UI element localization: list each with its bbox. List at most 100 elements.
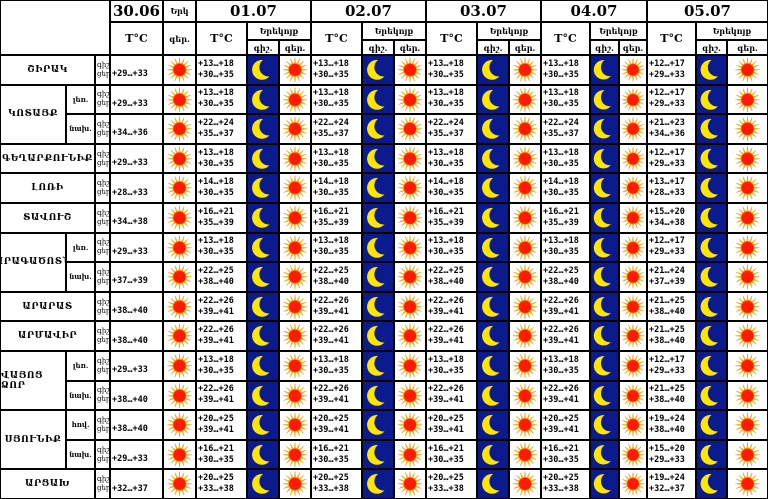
night-day-label: գիշ.ցեր. [95, 291, 110, 322]
crescent-moon-icon [362, 351, 394, 381]
crescent-moon-icon [362, 84, 394, 115]
night-temperature: +16…+21 [198, 443, 234, 454]
day-header: գեր. [394, 40, 426, 55]
day-label: ցեր. [97, 188, 110, 197]
sun-icon [619, 262, 647, 292]
night-temperature: +12…+17 [649, 236, 685, 247]
day-header: գեր. [279, 40, 311, 55]
temperature-cell: +22…+24 +35…+37 [196, 114, 247, 144]
crescent-moon-icon [477, 55, 509, 85]
night-temperature: +22…+25 [313, 265, 349, 276]
night-temperature: +13…+18 [428, 88, 464, 99]
temp-header: T°C [110, 22, 163, 55]
day-temperature: +34…+38 [112, 217, 148, 228]
crescent-moon-icon [696, 321, 727, 351]
temperature-cell: +16…+21 +35…+39 [426, 203, 477, 233]
sun-icon [509, 55, 541, 85]
crescent-moon-icon [696, 351, 727, 381]
temperature-cell: +13…+18 +30…+35 [196, 84, 247, 115]
crescent-moon-icon [696, 439, 727, 470]
sun-icon [163, 321, 196, 351]
temperature-cell: +34…+38 [110, 203, 163, 233]
day-temperature: +39…+41 [428, 306, 464, 317]
temperature-cell: +21…+23 +34…+36 [647, 114, 696, 144]
sun-icon [727, 291, 768, 322]
day-label: ցեր. [97, 454, 110, 463]
night-temperature: +22…+26 [198, 295, 234, 306]
region-name: ԳԵՂԱՐՔՈՒՆԻՔ [0, 143, 95, 174]
day-label: ցեր. [97, 276, 110, 285]
sun-icon [509, 203, 541, 233]
night-temperature: +20…+25 [543, 473, 579, 484]
temperature-cell: +13…+17 +28…+33 [647, 173, 696, 203]
temp-header: T°C [647, 22, 696, 55]
night-temperature: +22…+26 [543, 295, 579, 306]
crescent-moon-icon [247, 203, 279, 233]
crescent-moon-icon [362, 262, 394, 292]
day-temperature: +33…+38 [543, 484, 579, 495]
night-header: գիշ. [590, 40, 619, 55]
day-label: ցեր. [97, 247, 110, 256]
crescent-moon-icon [477, 321, 509, 351]
day-temperature: +30…+35 [543, 158, 579, 169]
day-temperature: +37…+39 [112, 276, 148, 287]
day-label: ցեր. [97, 306, 110, 315]
day-label: ցեր. [97, 336, 110, 345]
day-temperature: +29…+33 [112, 246, 148, 257]
subregion-label: հով. [66, 410, 95, 440]
sun-icon [394, 203, 426, 233]
temperature-cell: +13…+18 +30…+35 [426, 55, 477, 85]
temperature-cell: +29…+33 [110, 143, 163, 174]
sun-icon [163, 114, 196, 144]
day-temperature: +35…+39 [543, 217, 579, 228]
night-temperature: +12…+17 [649, 147, 685, 158]
temp-header: T°C [541, 22, 590, 55]
sun-icon [619, 351, 647, 381]
sun-icon [279, 351, 311, 381]
temperature-cell: +12…+17 +29…+33 [647, 84, 696, 115]
sun-icon [727, 262, 768, 292]
crescent-moon-icon [696, 203, 727, 233]
subregion-label: նախ. [66, 114, 95, 144]
night-temperature: +13…+18 [428, 58, 464, 69]
day-label: ցեր. [97, 424, 110, 433]
sun-icon [727, 55, 768, 85]
day-temperature: +29…+33 [112, 98, 148, 109]
period-subheader-cut: գեր. [163, 22, 196, 55]
temp-header: T°C [196, 22, 247, 55]
day-temperature: +39…+41 [428, 424, 464, 435]
day-temperature: +39…+41 [313, 424, 349, 435]
night-day-label: գիշ.ցեր. [95, 173, 110, 203]
night-day-label: գիշ.ցեր. [95, 351, 110, 381]
night-temperature: +13…+17 [649, 177, 685, 188]
sun-icon [279, 439, 311, 470]
temperature-cell: +13…+18 +30…+35 [196, 232, 247, 263]
crescent-moon-icon [696, 143, 727, 174]
day-temperature: +38…+40 [428, 276, 464, 287]
day-temperature: +29…+33 [112, 454, 148, 465]
night-temperature: +22…+24 [313, 117, 349, 128]
temperature-cell: +20…+25 +33…+38 [541, 469, 590, 499]
day-temperature: +35…+39 [428, 217, 464, 228]
temperature-cell: +13…+18 +30…+35 [541, 232, 590, 263]
crescent-moon-icon [247, 84, 279, 115]
temperature-cell: +22…+26 +39…+41 [541, 291, 590, 322]
night-temperature: +16…+21 [428, 443, 464, 454]
day-temperature: +30…+35 [543, 365, 579, 376]
sun-icon [509, 114, 541, 144]
temperature-cell: +13…+18 +30…+35 [311, 351, 362, 381]
day-temperature: +35…+39 [198, 217, 234, 228]
night-label: գիշ. [97, 327, 110, 336]
temperature-cell: +12…+17 +29…+33 [647, 351, 696, 381]
night-temperature: +13…+18 [428, 354, 464, 365]
day-temperature: +30…+35 [428, 69, 464, 80]
date-header: 05.07 [647, 0, 768, 22]
day-temperature: +38…+40 [112, 424, 148, 435]
day-temperature: +32…+37 [112, 483, 148, 494]
temperature-cell: +38…+40 [110, 380, 163, 411]
night-day-label: գիշ.ցեր. [95, 410, 110, 440]
temperature-cell: +13…+18 +30…+35 [196, 55, 247, 85]
temperature-cell: +21…+25 +38…+40 [647, 321, 696, 351]
day-label: ցեր. [97, 69, 110, 78]
